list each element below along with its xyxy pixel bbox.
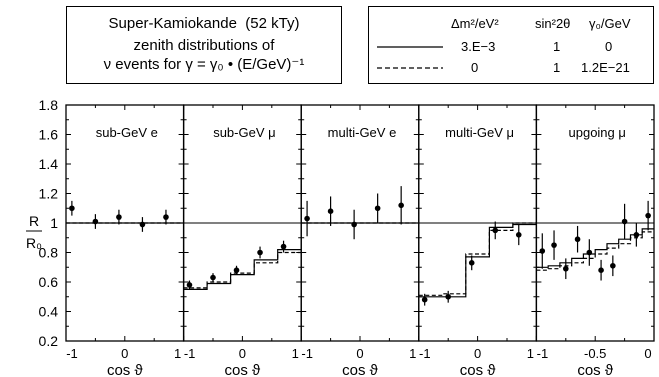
legend-row1-dm2: 3.E−3 bbox=[461, 39, 496, 54]
y-tick-label: 0.4 bbox=[39, 304, 59, 320]
x-tick-label: 0 bbox=[121, 346, 128, 361]
x-tick-label: -1 bbox=[301, 346, 313, 361]
panel-label: sub-GeV μ bbox=[213, 125, 275, 140]
data-point bbox=[515, 232, 522, 238]
y-axis-label-numerator: R bbox=[29, 213, 39, 229]
data-point bbox=[551, 242, 557, 248]
x-tick-label: -0.5 bbox=[584, 346, 606, 361]
x-tick-label: 1 bbox=[409, 346, 416, 361]
y-tick-label: 0.6 bbox=[39, 274, 59, 290]
legend-row2-gamma0: 1.2E−21 bbox=[581, 60, 630, 75]
data-point bbox=[598, 267, 604, 274]
data-point bbox=[139, 221, 146, 228]
data-point bbox=[304, 215, 310, 222]
x-axis-label: cos ϑ bbox=[225, 362, 262, 377]
data-point bbox=[563, 265, 569, 272]
panel-label: multi-GeV μ bbox=[445, 125, 514, 140]
x-axis-label: cos ϑ bbox=[342, 362, 379, 377]
data-point bbox=[621, 218, 628, 225]
data-point bbox=[421, 296, 428, 303]
data-point bbox=[445, 293, 452, 300]
subtitle-line: zenith distributions of bbox=[133, 37, 275, 54]
x-tick-label: 1 bbox=[174, 346, 181, 361]
data-point bbox=[116, 214, 122, 220]
data-point bbox=[539, 248, 546, 254]
y-axis-label-denominator: R₀ bbox=[26, 235, 42, 251]
data-point bbox=[280, 243, 287, 250]
data-point bbox=[574, 236, 581, 243]
data-point bbox=[233, 267, 240, 274]
data-point bbox=[468, 260, 475, 266]
legend-row1-sin2: 1 bbox=[553, 39, 561, 54]
data-point bbox=[210, 274, 216, 281]
x-tick-label: 0 bbox=[644, 346, 651, 361]
data-point bbox=[186, 282, 193, 288]
legend-header-dm2: Δm²/eV² bbox=[451, 16, 499, 31]
panel-3: -1 0 1 cos ϑ multi-GeV μ bbox=[418, 104, 538, 377]
data-point bbox=[374, 205, 381, 212]
data-point bbox=[351, 221, 357, 228]
data-point bbox=[645, 212, 651, 219]
legend-line-samples bbox=[377, 46, 443, 69]
panel-label: multi-GeV e bbox=[328, 125, 397, 140]
x-tick-label: -1 bbox=[66, 346, 78, 361]
x-tick-label: -1 bbox=[419, 346, 431, 361]
data-point bbox=[610, 262, 616, 269]
y-tick-label: 1.4 bbox=[39, 156, 59, 172]
legend-row1-gamma0: 0 bbox=[605, 39, 613, 54]
data-point bbox=[257, 249, 263, 256]
x-tick-label: 0 bbox=[474, 346, 481, 361]
x-axis-label: cos ϑ bbox=[107, 362, 144, 377]
panel-label: sub-GeV e bbox=[96, 125, 158, 140]
x-tick-label: 0 bbox=[239, 346, 246, 361]
data-point bbox=[92, 218, 99, 225]
dashed-prediction-line bbox=[536, 231, 654, 271]
x-axis-label: cos ϑ bbox=[460, 362, 497, 377]
data-point bbox=[492, 227, 499, 234]
exposure-label: (52 kTy) bbox=[245, 15, 300, 32]
formula-line: ν events for γ = γ₀ • (E/GeV)⁻¹ bbox=[103, 56, 305, 73]
data-point bbox=[633, 232, 640, 238]
data-point bbox=[163, 214, 169, 220]
chart-title: Super-Kamiokande bbox=[108, 15, 237, 32]
y-tick-label: 0.8 bbox=[39, 245, 59, 261]
solid-prediction-line bbox=[183, 249, 302, 290]
x-tick-label: 1 bbox=[527, 346, 534, 361]
x-tick-label: 1 bbox=[292, 346, 299, 361]
y-tick-label: 1.8 bbox=[39, 97, 59, 113]
dashed-prediction-line bbox=[418, 222, 537, 296]
legend-header-sin2: sin²2θ bbox=[535, 16, 571, 31]
data-point bbox=[398, 202, 404, 209]
data-point bbox=[586, 249, 593, 256]
panel-2: -1 0 1 cos ϑ multi-GeV e bbox=[300, 104, 420, 377]
legend-box: Δm²/eV² sin²2θ γ₀/GeV 3.E−3 1 0 0 1 1.2E… bbox=[368, 6, 654, 84]
x-tick-label: -1 bbox=[184, 346, 196, 361]
panel-4: -1 -0.5 0 cos ϑ upgoing μ bbox=[535, 104, 655, 377]
legend-row2-sin2: 1 bbox=[553, 60, 561, 75]
data-point bbox=[69, 205, 75, 212]
panel-0: -1 0 1 cos ϑ sub-GeV e bbox=[65, 104, 185, 377]
y-tick-label: 0.2 bbox=[39, 333, 59, 349]
dashed-prediction-line bbox=[183, 251, 302, 289]
x-tick-label: 0 bbox=[356, 346, 363, 361]
legend-row2-dm2: 0 bbox=[471, 60, 479, 75]
y-tick-label: 1.6 bbox=[39, 127, 59, 143]
x-axis-label: cos ϑ bbox=[577, 362, 614, 377]
y-tick-label: 1 bbox=[50, 215, 58, 231]
legend-header-gamma0: γ₀/GeV bbox=[589, 16, 631, 31]
title-box: Super-Kamiokande (52 kTy) zenith distrib… bbox=[66, 6, 342, 84]
panel-1: -1 0 1 cos ϑ sub-GeV μ bbox=[182, 104, 302, 377]
panel-label: upgoing μ bbox=[569, 125, 626, 140]
y-tick-label: 1.2 bbox=[39, 186, 59, 202]
data-point bbox=[327, 208, 334, 214]
x-tick-label: -1 bbox=[537, 346, 549, 361]
